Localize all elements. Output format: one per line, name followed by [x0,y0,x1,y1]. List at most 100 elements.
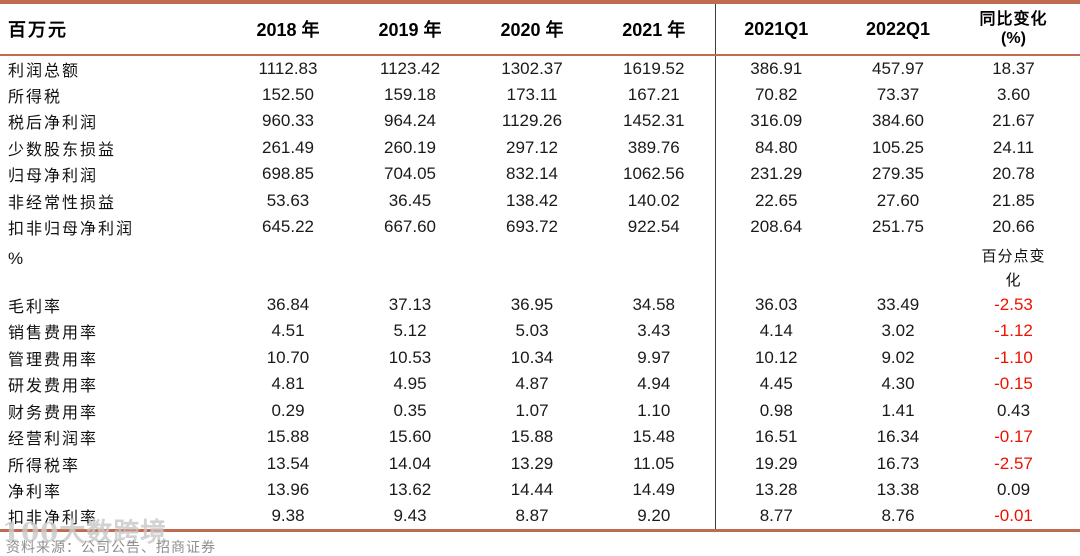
value-cell: 9.38 [271,506,305,525]
value-cell: 27.60 [876,190,920,210]
empty-cell [227,241,349,292]
value-cell: 167.21 [627,84,680,104]
value-cell: 9.97 [637,347,671,367]
value-cell: 36.45 [388,190,432,210]
value-cell: 1302.37 [501,58,563,78]
value-cell: 11.05 [633,453,675,473]
value-cell: 4.51 [271,321,305,341]
column-header-label: 同比变化 [979,9,1048,28]
value-cell: -2.53 [994,294,1033,314]
value-cell: 645.22 [262,217,314,237]
value-cell: 10.12 [714,344,837,371]
value-cell: 37.13 [388,294,432,314]
value-cell: 1112.83 [258,58,318,78]
value-cell: 10.53 [388,347,432,367]
value-cell: 698.85 [262,164,314,184]
row-label: 所得税率 [8,455,81,475]
value-cell: -1.12 [994,321,1033,341]
value-cell: 0.43 [996,400,1031,420]
value-cell: 36.84 [266,294,310,314]
section-note-line: 化 [1005,270,1022,289]
value-cell: 5.03 [515,321,549,341]
value-cell: 9.43 [393,506,427,525]
value-cell: -0.01 [994,506,1033,525]
row-label: 利润总额 [8,60,81,80]
value-cell: 1.07 [515,400,549,420]
value-cell: 105.25 [872,137,924,157]
table-body: 利润总额 1112.83 1123.42 1302.37 1619.52 386.91 45… [0,55,1080,530]
value-cell: 297.12 [506,137,558,157]
value-cell: -0.17 [994,427,1033,447]
value-cell: 4.14 [714,318,837,345]
value-cell: 33.49 [876,294,920,314]
value-cell: 457.97 [872,58,924,78]
value-cell: 4.95 [393,374,427,394]
row-label: 毛利率 [8,296,63,316]
value-cell: 3.60 [996,84,1031,104]
value-cell: 4.30 [881,374,915,394]
value-cell: 261.49 [262,137,314,157]
value-cell: 8.76 [881,506,915,525]
column-header: 同比变化 (%) [959,2,1080,56]
section-label: % [8,248,26,268]
table-row: 经营利润率 15.88 15.60 15.88 15.48 16.51 16.34 -0.17 [0,424,1080,451]
table-row: 所得税 152.50 159.18 173.11 167.21 70.82 73.37 3.6… [0,81,1080,108]
value-cell: 3.02 [881,321,915,341]
value-cell: 15.88 [266,427,310,447]
value-cell: 138.42 [506,190,558,210]
value-cell: 13.38 [876,480,920,500]
value-cell: 36.03 [714,291,837,318]
row-label: 销售费用率 [8,323,99,343]
value-cell: -0.15 [994,374,1033,394]
value-cell: 14.44 [510,480,554,500]
column-header: 2021Q1 [714,2,837,56]
value-cell: 316.09 [714,108,837,135]
value-cell: 18.37 [992,58,1035,78]
value-cell: 159.18 [384,84,436,104]
value-cell: -1.10 [994,347,1033,367]
value-cell: 5.12 [393,321,427,341]
column-header: 2019 年 [349,2,471,56]
value-cell: 1.41 [881,400,915,420]
unit-header: 百万元 [0,2,227,56]
value-cell: 9.02 [881,347,915,367]
value-cell: 15.60 [388,427,432,447]
table-row: 利润总额 1112.83 1123.42 1302.37 1619.52 386.91 45… [0,55,1080,82]
value-cell: 0.98 [714,397,837,424]
table-row: 毛利率 36.84 37.13 36.95 34.58 36.03 33.49 -2.53 [0,291,1080,318]
value-cell: 10.34 [510,347,554,367]
value-cell: 20.66 [992,217,1035,237]
section-note-line: 百分点变 [981,246,1046,265]
value-cell: 0.09 [996,480,1031,500]
row-label: 财务费用率 [8,402,99,422]
row-label: 归母净利润 [8,166,99,186]
value-cell: 231.29 [714,161,837,188]
row-label: 研发费用率 [8,376,99,396]
value-cell: 1452.31 [623,111,685,131]
row-label: 非经常性损益 [8,192,117,212]
value-cell: 16.73 [876,453,920,473]
empty-cell [837,241,959,292]
value-cell: 21.67 [992,111,1035,131]
table-row: 非经常性损益 53.63 36.45 138.42 140.02 22.65 27.60 21… [0,187,1080,214]
value-cell: 704.05 [384,164,436,184]
row-label: 扣非净利率 [8,508,99,527]
row-label: 管理费用率 [8,349,99,369]
value-cell: 922.54 [627,217,680,237]
value-cell: 13.62 [388,480,432,500]
row-label: 扣非归母净利润 [8,219,135,239]
value-cell: 4.81 [271,374,305,394]
value-cell: 384.60 [872,111,924,131]
value-cell: 19.29 [714,450,837,477]
value-cell: 24.11 [992,137,1035,157]
row-label: 经营利润率 [8,429,99,449]
value-cell: 10.70 [266,347,310,367]
value-cell: 152.50 [262,84,314,104]
value-cell: 1062.56 [623,164,685,184]
value-cell: 34.58 [632,294,676,314]
table-row: 扣非净利率 9.38 9.43 8.87 9.20 8.77 8.76 -0.01 [0,503,1080,530]
header-row: 百万元 2018 年 2019 年 2020 年 2021 年 2021Q1 2022Q1 同… [0,2,1080,56]
section-note: 百分点变化 [959,241,1080,292]
value-cell: 4.87 [515,374,549,394]
